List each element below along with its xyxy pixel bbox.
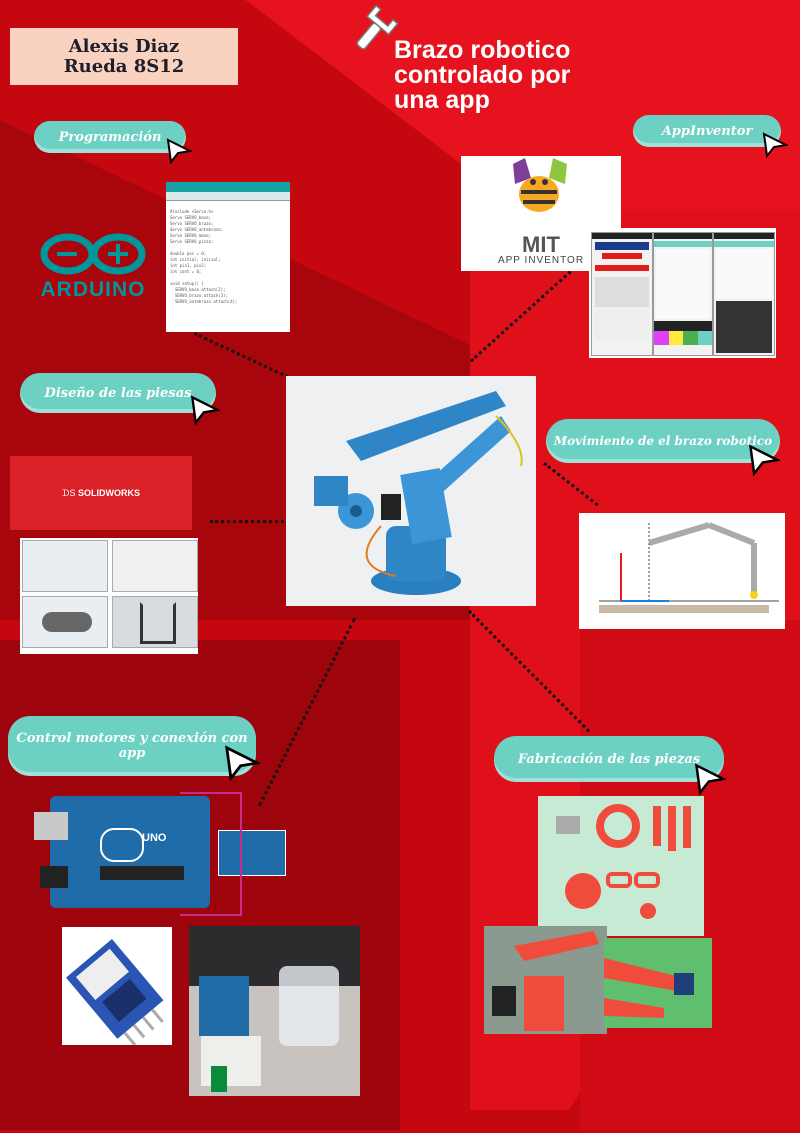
section-control-label: Control motores y conexión con app [16,731,248,761]
robot-arm-photo [286,376,536,606]
section-movement: Movimiento de el brazo robotico [546,419,780,463]
cursor-arrow-icon [166,138,192,164]
section-programming: Programación [34,121,186,153]
title-line-2: controlado por [394,61,571,89]
kinematics-diagram [579,513,785,629]
cursor-arrow-icon [748,444,780,476]
cursor-arrow-icon [694,763,726,795]
section-appinventor: AppInventor [633,115,781,147]
uno-wordmark: UNO [142,832,167,844]
section-programming-label: Programación [58,129,162,145]
author-group: Rueda 8S12 [63,55,185,77]
page-title: Brazo robotico controlado por una app [394,38,654,113]
solidworks-ds-icon: ᗪS [62,487,78,498]
printed-parts-photo [538,796,704,936]
app-screens-screenshot [589,228,776,358]
breadboard-prototype-photo [189,926,360,1096]
section-fabrication-label: Fabricación de las piezas [517,751,701,767]
title-line-1: Brazo robotico [394,36,571,64]
arduino-code-screenshot: #include <Servo.h> Servo SERVO_base; Ser… [166,182,290,332]
connector-design [210,520,290,523]
app-inventor-wordmark: APP INVENTOR [497,255,585,266]
arduino-bluetooth-wiring: UNO [30,788,290,918]
arduino-logo: ARDUINO [28,232,158,302]
section-design-label: Diseño de las piesas [44,385,192,401]
solidworks-steps-screenshot [20,538,198,654]
author-name: Alexis Diaz [68,35,180,57]
section-design: Diseño de las piesas [20,373,216,413]
mit-wordmark: MIT [522,232,560,257]
arduino-wordmark: ARDUINO [40,278,146,301]
assembled-arm-photo-2 [604,938,712,1028]
section-control: Control motores y conexión con app [8,716,256,776]
section-fabrication: Fabricación de las piezas [494,736,724,782]
assembled-arm-photo-1 [484,926,607,1034]
section-movement-label: Movimiento de el brazo robotico [553,433,773,448]
solidworks-wordmark: SOLIDWORKS [77,488,140,498]
cursor-arrow-icon [762,132,788,158]
cursor-arrow-icon [225,745,260,781]
solidworks-banner: ᗪS SOLIDWORKS [10,456,192,530]
wrench-icon [348,4,400,56]
author-box: Alexis Diaz Rueda 8S12 [10,28,238,85]
title-line-3: una app [394,86,490,114]
bluetooth-module-photo [62,927,172,1045]
cursor-arrow-icon [190,395,220,425]
section-appinventor-label: AppInventor [661,123,753,139]
